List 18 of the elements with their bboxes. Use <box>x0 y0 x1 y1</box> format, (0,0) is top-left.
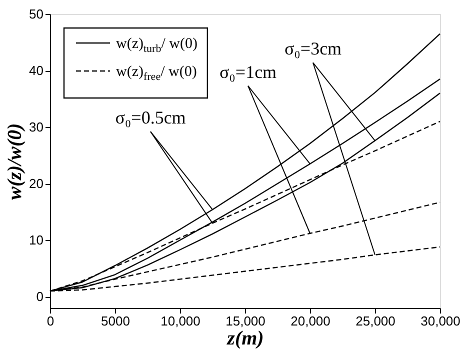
x-axis-title: z(m) <box>226 328 264 350</box>
x-tick-label: 30,000 <box>420 314 460 328</box>
x-tick-label: 10,000 <box>160 314 200 328</box>
annotation: σ₀=1cm <box>219 62 277 82</box>
x-tick-label: 20,000 <box>290 314 330 328</box>
x-tick-label: 15,000 <box>226 314 266 328</box>
y-tick-label: 50 <box>29 6 44 22</box>
x-tick-label: 5000 <box>101 314 130 328</box>
x-tick-label: 0 <box>46 314 54 328</box>
y-tick-label: 40 <box>29 63 44 78</box>
y-tick-label: 0 <box>36 289 44 304</box>
y-tick-label: 20 <box>29 176 44 192</box>
y-tick-label: 30 <box>29 120 44 135</box>
y-tick-label: 10 <box>29 232 44 248</box>
y-axis-title: w(z)/w(0) <box>4 123 26 200</box>
x-tick-label: 25,000 <box>356 314 396 328</box>
annotation: σ₀=0.5cm <box>115 108 186 128</box>
annotation: σ₀=3cm <box>284 38 342 59</box>
